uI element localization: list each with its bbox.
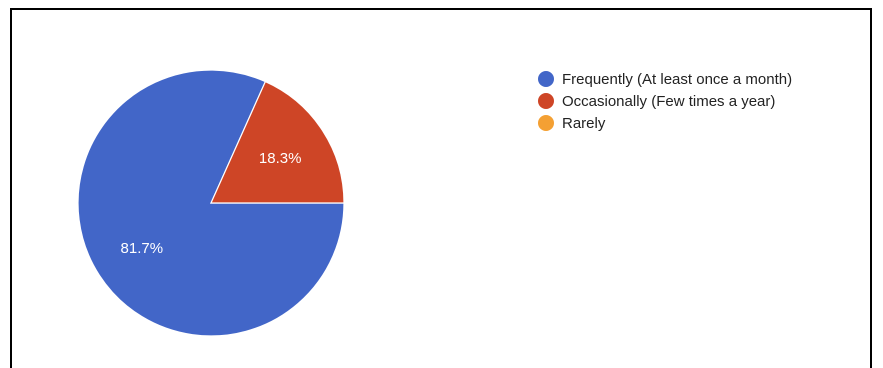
legend-label-frequently: Frequently (At least once a month) (562, 70, 793, 88)
legend-swatch-rarely (538, 115, 554, 131)
pie-data-labels: 81.7% 18.3% (121, 150, 302, 257)
legend-item-frequently[interactable]: Frequently (At least once a month) (538, 68, 792, 90)
legend-label-occasionally: Occasionally (Few times a year) (562, 92, 776, 110)
pie-slices (77, 69, 345, 337)
pie-slice-occasionally[interactable] (210, 80, 345, 204)
data-label-occasionally: 18.3% (259, 150, 302, 167)
legend-item-rarely[interactable]: Rarely (538, 112, 792, 134)
legend-label-rarely: Rarely (562, 114, 606, 132)
legend-swatch-occasionally (538, 93, 554, 109)
data-label-frequently: 81.7% (121, 240, 164, 257)
legend-swatch-frequently (538, 71, 554, 87)
legend-item-occasionally[interactable]: Occasionally (Few times a year) (538, 90, 792, 112)
chart-legend: Frequently (At least once a month) Occas… (538, 68, 792, 134)
